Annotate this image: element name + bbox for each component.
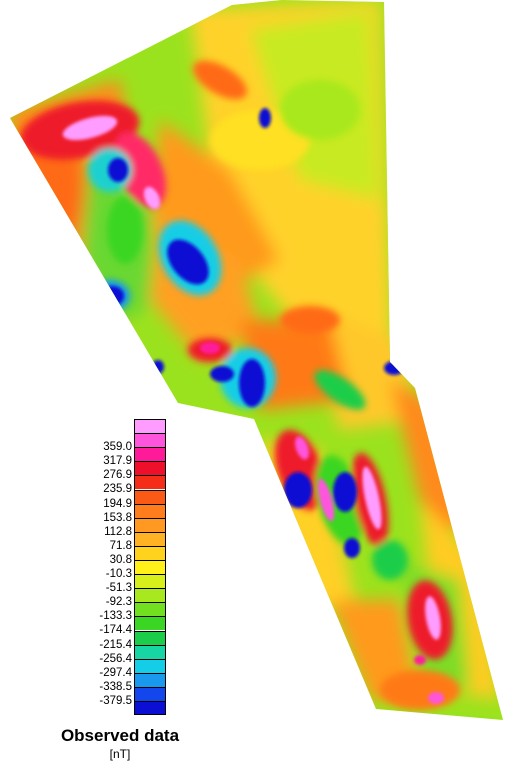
legend-row: 317.9: [72, 447, 168, 467]
legend-row: 112.8: [72, 517, 168, 538]
legend-tick-label: -174.4: [99, 624, 132, 637]
legend-tick-label: -133.3: [99, 610, 132, 623]
legend-row: 359.0: [72, 433, 168, 453]
legend-tick-label: 276.9: [103, 469, 132, 482]
legend-row: [72, 419, 168, 434]
legend-swatch: [134, 644, 166, 659]
legend-title: Observed data: [60, 726, 180, 745]
legend-row: 30.8: [72, 545, 168, 566]
legend-tick-label: 153.8: [103, 511, 132, 524]
legend-swatch: [134, 461, 166, 476]
legend-swatch: [134, 560, 166, 575]
legend-swatch: [134, 545, 166, 560]
legend-swatch: [134, 503, 166, 518]
legend-swatch: [134, 447, 166, 462]
legend-tick-label: 30.8: [109, 553, 132, 566]
legend-row: -10.3: [72, 560, 168, 580]
legend-swatch: [134, 630, 166, 645]
legend-tick-label: 317.9: [103, 455, 132, 468]
legend-swatch: [134, 475, 166, 490]
legend-swatch: [134, 672, 166, 687]
legend-unit: [nT]: [109, 747, 131, 761]
legend-row: -133.3: [72, 602, 168, 622]
legend-tick-label: -215.4: [99, 638, 132, 651]
legend-row: 235.9: [72, 475, 168, 495]
legend-tick-label: -297.4: [99, 666, 132, 679]
legend-row: 153.8: [72, 503, 168, 524]
legend-tick-label: -338.5: [99, 680, 132, 693]
legend-swatch: [134, 517, 166, 532]
legend-swatch: [134, 489, 166, 504]
legend-tick-label: -256.4: [99, 652, 132, 665]
legend-tick-label: 112.8: [104, 525, 132, 538]
legend-swatch: [134, 574, 166, 589]
legend-swatch: [134, 433, 166, 448]
legend-swatch: [134, 658, 166, 673]
legend-row: -379.5: [72, 686, 168, 707]
legend-tick-label: 194.9: [103, 497, 132, 510]
legend-swatch: [134, 531, 166, 546]
legend-row: 276.9: [72, 461, 168, 481]
legend-tick-label: -379.5: [99, 694, 132, 707]
legend-row: -92.3: [72, 588, 168, 608]
legend-tick-label: 71.8: [109, 539, 132, 552]
legend-row: -51.3: [72, 574, 168, 594]
legend-row: -338.5: [72, 672, 168, 693]
legend-row: [72, 701, 168, 716]
legend-swatch: [134, 701, 166, 716]
legend-tick-label: -92.3: [105, 596, 132, 609]
legend-row: 194.9: [72, 489, 168, 510]
legend-tick-label: 359.0: [103, 441, 132, 454]
legend-row: -297.4: [72, 658, 168, 679]
legend-tick-label: 235.9: [103, 483, 132, 496]
legend-swatch: [134, 588, 166, 603]
legend-row: -174.4: [72, 616, 168, 636]
legend-swatch: [134, 602, 166, 617]
legend-row: -215.4: [72, 630, 168, 651]
legend-row: 71.8: [72, 531, 168, 552]
legend-swatch: [134, 419, 166, 434]
legend-tick-label: -51.3: [105, 582, 132, 595]
legend-row: -256.4: [72, 644, 168, 665]
legend-swatch: [134, 686, 166, 701]
legend-swatch: [134, 616, 166, 631]
legend-tick-label: -10.3: [105, 568, 132, 581]
